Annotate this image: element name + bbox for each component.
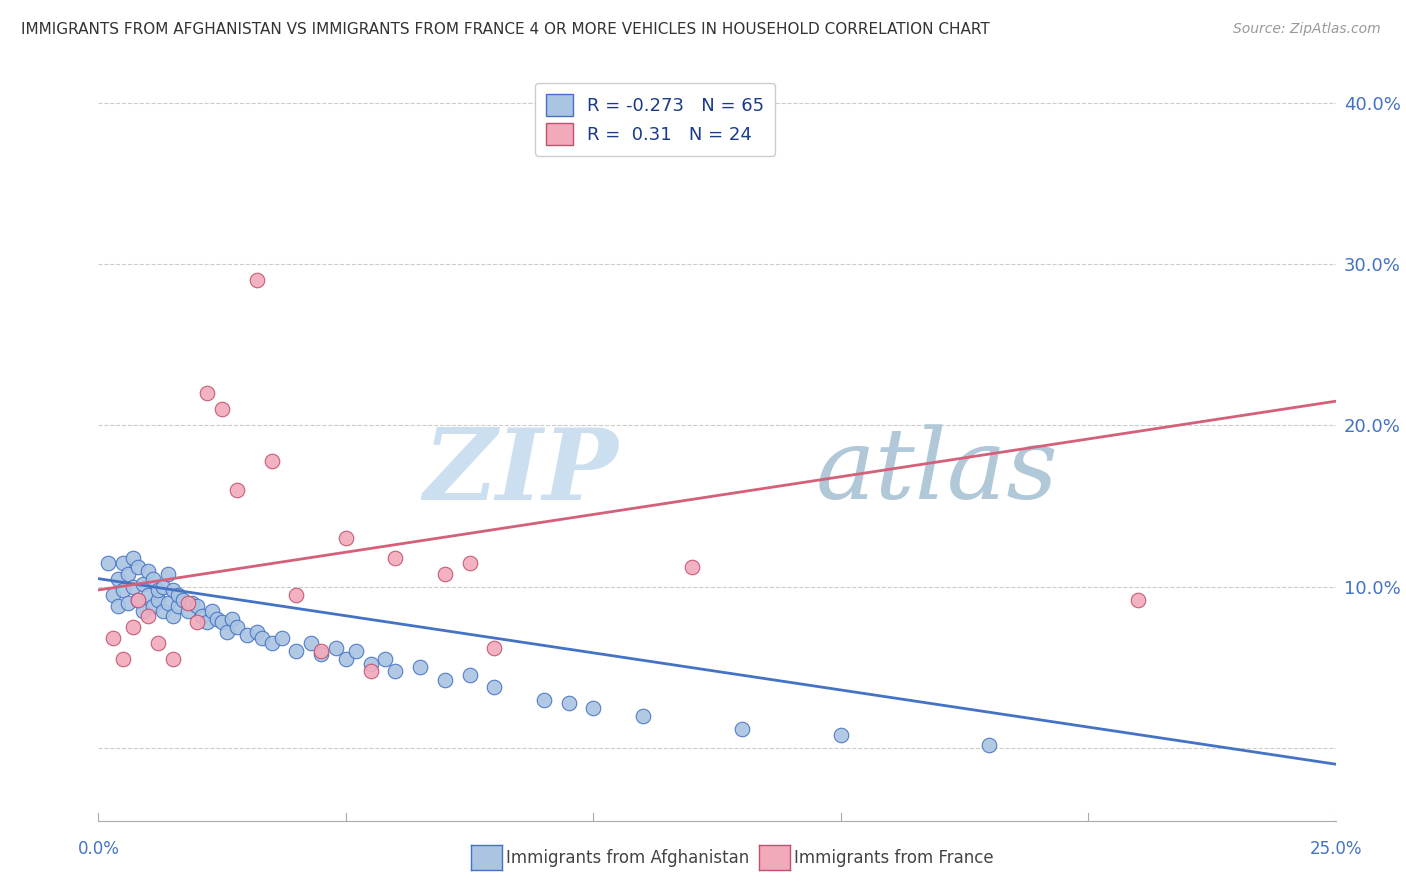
Point: [166, 599, 188, 613]
Point: [156, 596, 179, 610]
Point: [211, 402, 233, 417]
Point: [226, 483, 249, 497]
Point: [201, 604, 224, 618]
Point: [344, 644, 367, 658]
Point: [484, 680, 506, 694]
Point: [221, 612, 243, 626]
Point: [136, 588, 159, 602]
Point: [285, 644, 308, 658]
Point: [374, 652, 396, 666]
Point: [186, 599, 208, 613]
Point: [191, 608, 214, 623]
Point: [260, 636, 283, 650]
Point: [176, 604, 198, 618]
Point: [136, 608, 159, 623]
Point: [127, 592, 149, 607]
Point: [132, 604, 155, 618]
Point: [117, 566, 139, 581]
Point: [162, 652, 184, 666]
Point: [127, 560, 149, 574]
Point: [458, 668, 481, 682]
Point: [309, 644, 332, 658]
Point: [205, 612, 228, 626]
Point: [162, 582, 184, 597]
Point: [146, 592, 169, 607]
Point: [458, 556, 481, 570]
Point: [112, 582, 135, 597]
Point: [557, 696, 579, 710]
Point: [299, 636, 322, 650]
Point: [186, 615, 208, 630]
Point: [325, 640, 347, 655]
Point: [146, 636, 169, 650]
Point: [830, 728, 852, 742]
Point: [631, 708, 654, 723]
Point: [236, 628, 259, 642]
Point: [142, 599, 165, 613]
Point: [117, 596, 139, 610]
Point: [142, 572, 165, 586]
Point: [97, 556, 120, 570]
Point: [217, 624, 239, 639]
Point: [681, 560, 703, 574]
Point: [360, 664, 382, 678]
Point: [409, 660, 432, 674]
Text: atlas: atlas: [815, 425, 1059, 519]
Point: [176, 596, 198, 610]
Point: [122, 620, 145, 634]
Point: [195, 386, 218, 401]
Point: [152, 604, 174, 618]
Point: [195, 615, 218, 630]
Point: [270, 632, 292, 646]
Legend: R = -0.273   N = 65, R =  0.31   N = 24: R = -0.273 N = 65, R = 0.31 N = 24: [536, 83, 775, 156]
Point: [112, 556, 135, 570]
Point: [162, 608, 184, 623]
Point: [172, 592, 194, 607]
Point: [146, 582, 169, 597]
Point: [433, 566, 456, 581]
Point: [979, 738, 1001, 752]
Text: 0.0%: 0.0%: [77, 840, 120, 858]
Point: [360, 657, 382, 672]
Point: [211, 615, 233, 630]
Point: [260, 454, 283, 468]
Point: [152, 580, 174, 594]
Point: [122, 550, 145, 565]
Point: [309, 648, 332, 662]
Point: [107, 599, 129, 613]
Point: [103, 588, 125, 602]
Point: [335, 532, 357, 546]
Point: [384, 550, 406, 565]
Text: Immigrants from Afghanistan: Immigrants from Afghanistan: [506, 849, 749, 867]
Point: [122, 580, 145, 594]
Point: [1126, 592, 1149, 607]
Point: [335, 652, 357, 666]
Text: Immigrants from France: Immigrants from France: [794, 849, 994, 867]
Text: ZIP: ZIP: [423, 424, 619, 520]
Point: [103, 632, 125, 646]
Point: [433, 673, 456, 688]
Text: 25.0%: 25.0%: [1309, 840, 1362, 858]
Point: [226, 620, 249, 634]
Point: [285, 588, 308, 602]
Point: [166, 588, 188, 602]
Point: [246, 273, 269, 287]
Point: [132, 576, 155, 591]
Point: [112, 652, 135, 666]
Text: IMMIGRANTS FROM AFGHANISTAN VS IMMIGRANTS FROM FRANCE 4 OR MORE VEHICLES IN HOUS: IMMIGRANTS FROM AFGHANISTAN VS IMMIGRANT…: [21, 22, 990, 37]
Point: [156, 566, 179, 581]
Point: [250, 632, 273, 646]
Point: [582, 700, 605, 714]
Point: [731, 722, 754, 736]
Point: [127, 592, 149, 607]
Point: [136, 564, 159, 578]
Point: [533, 692, 555, 706]
Point: [181, 596, 204, 610]
Point: [107, 572, 129, 586]
Text: Source: ZipAtlas.com: Source: ZipAtlas.com: [1233, 22, 1381, 37]
Point: [246, 624, 269, 639]
Point: [484, 640, 506, 655]
Point: [384, 664, 406, 678]
